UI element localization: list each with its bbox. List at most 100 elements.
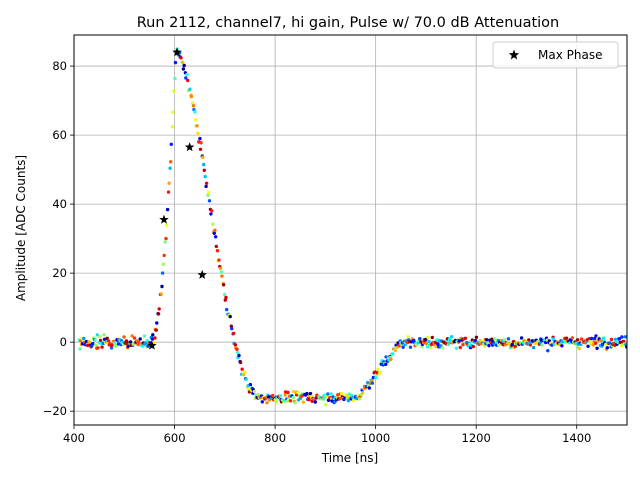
sample-point — [384, 362, 388, 366]
sample-point — [243, 370, 247, 374]
sample-point — [204, 181, 209, 185]
max-phase-star — [197, 269, 207, 279]
sample-point — [458, 345, 462, 350]
sample-point — [189, 94, 194, 99]
sample-point — [591, 343, 595, 347]
sample-point — [211, 222, 215, 226]
max-phase-star — [159, 214, 169, 224]
sample-point — [164, 236, 168, 241]
sample-point — [506, 337, 511, 341]
sample-point — [94, 343, 98, 347]
sample-point — [531, 345, 536, 350]
sample-point — [165, 207, 170, 212]
sample-point — [282, 399, 286, 403]
sample-point — [435, 338, 439, 342]
sample-point — [225, 307, 229, 312]
sample-point — [560, 344, 564, 348]
sample-point — [617, 337, 621, 341]
sample-point — [361, 391, 365, 395]
sample-point — [169, 142, 173, 146]
x-tick-label: 600 — [164, 431, 186, 445]
sample-point — [248, 382, 253, 387]
sample-point — [214, 244, 218, 249]
sample-point — [106, 339, 111, 343]
sample-point — [182, 63, 186, 68]
sample-point — [167, 181, 171, 185]
legend-box — [492, 41, 619, 69]
sample-point — [112, 341, 117, 345]
max-phase-markers — [147, 47, 207, 350]
sample-point — [570, 336, 575, 340]
sample-point — [202, 168, 206, 172]
sample-point — [165, 223, 169, 227]
sample-point — [374, 375, 378, 380]
sample-point — [128, 340, 133, 344]
sample-point — [204, 184, 208, 189]
sample-point — [91, 342, 95, 346]
max-phase-star — [172, 47, 182, 57]
y-tick-label: 0 — [60, 335, 67, 349]
x-axis-label: Time [ns] — [321, 451, 378, 465]
sample-point — [376, 367, 380, 372]
sample-point — [322, 393, 326, 397]
sample-point — [326, 392, 330, 396]
sample-point — [357, 397, 362, 401]
sample-point — [166, 190, 171, 194]
sample-point — [338, 397, 342, 401]
sample-point — [618, 340, 622, 345]
sample-point — [513, 344, 517, 348]
sample-point — [487, 343, 491, 348]
sample-point — [246, 387, 251, 391]
sample-point — [237, 353, 241, 358]
sample-point — [160, 271, 165, 275]
sample-point — [288, 399, 293, 403]
sample-point — [109, 346, 114, 350]
legend-star-icon — [508, 49, 520, 60]
sample-point — [223, 298, 227, 302]
sample-point — [283, 393, 287, 397]
sample-point — [212, 231, 216, 235]
sample-point — [406, 335, 410, 339]
sample-point — [203, 174, 207, 179]
sample-point — [492, 342, 496, 346]
sample-point — [201, 155, 205, 159]
sample-point — [546, 349, 550, 353]
sample-point — [391, 352, 395, 356]
sample-point — [98, 334, 102, 339]
sample-point — [371, 375, 376, 380]
sample-point — [308, 391, 313, 396]
sample-point — [219, 270, 224, 274]
sample-point — [160, 284, 164, 289]
y-tick-label: 40 — [52, 197, 67, 211]
sample-point — [159, 292, 163, 296]
sample-point — [620, 335, 624, 339]
sample-point — [519, 336, 524, 340]
sample-point — [173, 60, 178, 65]
sample-point — [592, 336, 597, 341]
y-tick-label: 20 — [52, 266, 67, 280]
x-tick-label: 800 — [264, 431, 286, 445]
sample-point — [589, 336, 594, 341]
sample-point — [623, 335, 627, 339]
sample-point — [196, 131, 200, 136]
sample-point — [307, 397, 311, 402]
sample-point — [305, 391, 309, 396]
sample-point — [220, 274, 224, 278]
sample-point — [238, 360, 243, 365]
sample-point — [102, 333, 106, 337]
sample-point — [102, 337, 107, 341]
sample-point — [224, 295, 228, 300]
sample-point — [434, 345, 438, 349]
x-tick-label: 400 — [63, 431, 85, 445]
sample-point — [370, 381, 375, 385]
sample-point — [346, 399, 351, 403]
sample-point — [213, 228, 217, 232]
sample-point — [310, 399, 314, 403]
sample-point — [82, 336, 86, 341]
sample-point — [389, 357, 393, 361]
legend: Max Phase — [492, 41, 619, 69]
sample-point — [230, 326, 234, 331]
sample-point — [619, 343, 624, 348]
